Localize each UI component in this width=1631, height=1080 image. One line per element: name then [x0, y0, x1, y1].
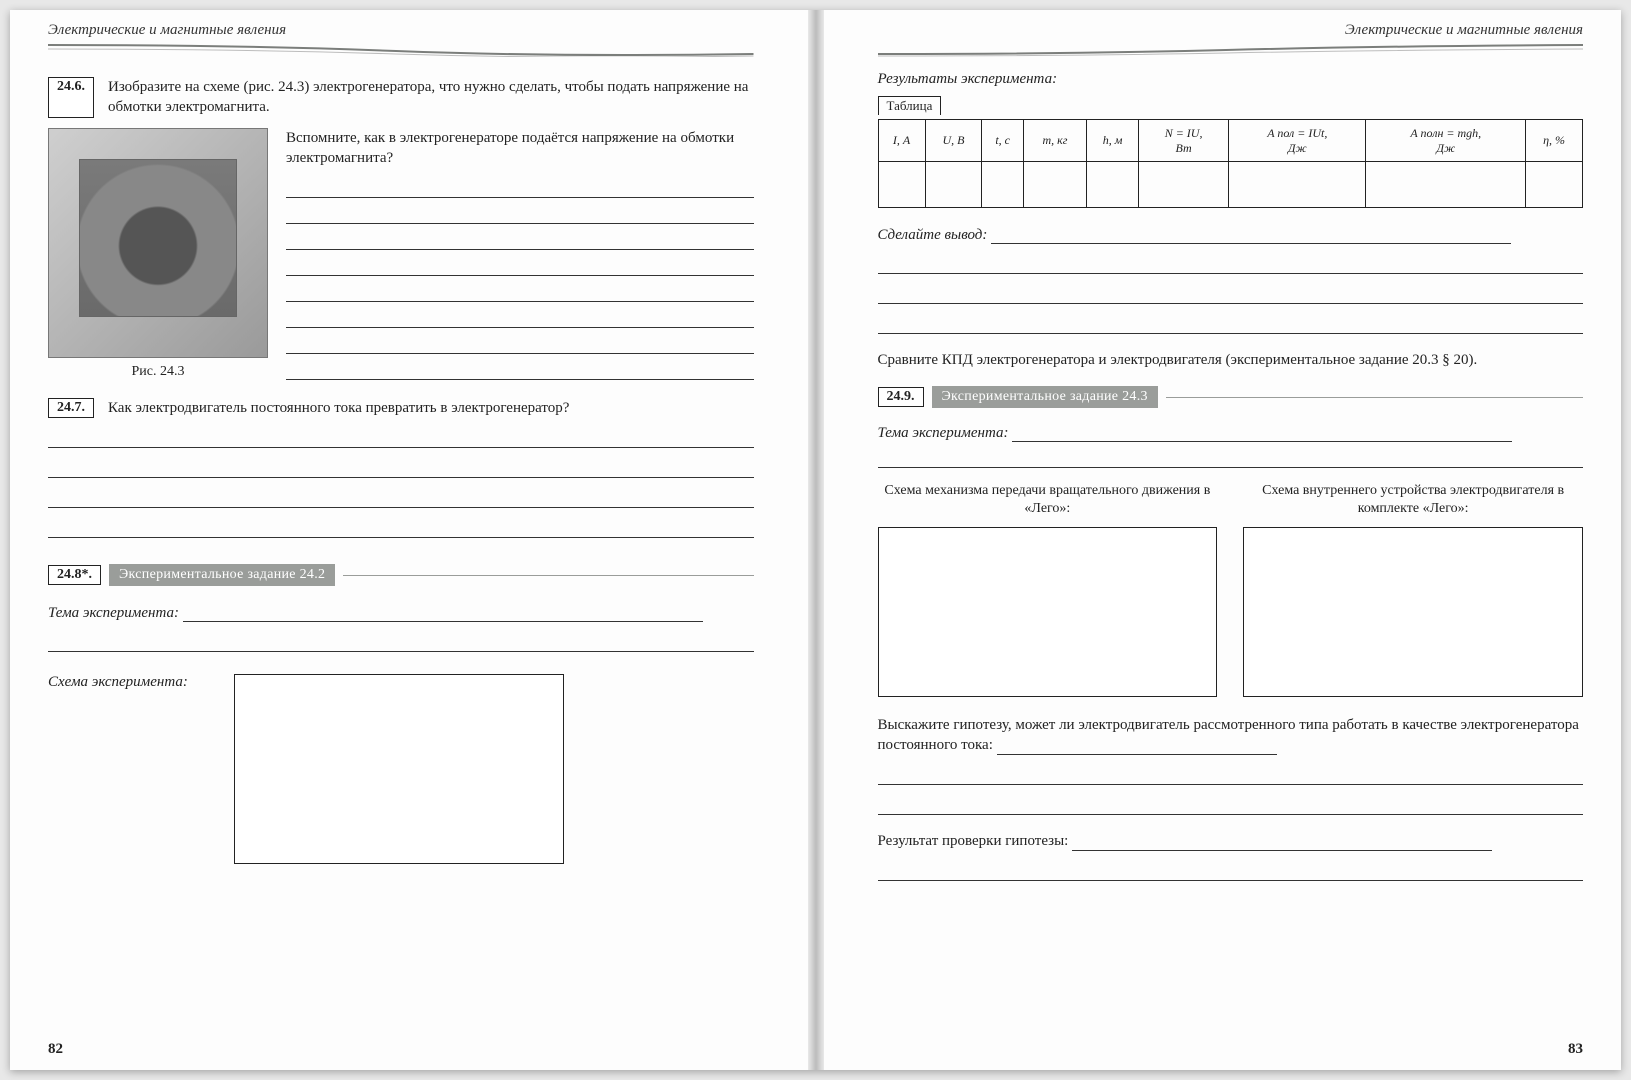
task-24-8-scheme: Схема эксперимента:	[48, 674, 754, 864]
hypothesis-fill[interactable]	[997, 739, 1277, 755]
blank-line[interactable]	[286, 172, 754, 198]
task-24-6-lines: Вспомните, как в электрогенераторе подаё…	[286, 128, 754, 381]
blank-line[interactable]	[878, 755, 1584, 785]
page-number-left: 82	[48, 1041, 63, 1058]
table-data-cell[interactable]	[1139, 162, 1229, 208]
table-data-cell[interactable]	[1023, 162, 1086, 208]
scheme-caption-right: Схема внутреннего устройства электродвиг…	[1243, 482, 1583, 518]
table-header-cell: t, с	[982, 120, 1023, 162]
table-header-cell: h, м	[1087, 120, 1139, 162]
table-data-cell[interactable]	[1229, 162, 1366, 208]
task-num-24-7: 24.7.	[48, 398, 94, 418]
theme-label: Тема эксперимента:	[878, 425, 1009, 441]
results-table-wrap: Таблица I, АU, Вt, сm, кгh, мN = IU,ВтA …	[878, 96, 1584, 208]
table-data-cell[interactable]	[1526, 162, 1583, 208]
section-rule	[1166, 397, 1583, 398]
blank-line[interactable]	[286, 198, 754, 224]
running-head-right: Электрические и магнитные явления	[878, 20, 1584, 43]
task-num-24-8: 24.8*.	[48, 565, 101, 585]
table-data-row[interactable]	[878, 162, 1583, 208]
table-header-cell: I, А	[878, 120, 925, 162]
running-head-left: Электрические и магнитные явления	[48, 20, 754, 43]
blank-line[interactable]	[878, 274, 1584, 304]
table-header-row: I, АU, Вt, сm, кгh, мN = IU,ВтA пол = IU…	[878, 120, 1583, 162]
two-schemes-boxes	[878, 527, 1584, 697]
task-24-6: 24.6. Изобразите на схеме (рис. 24.3) эл…	[48, 77, 754, 118]
result-check: Результат проверки гипотезы:	[878, 831, 1584, 851]
blank-line[interactable]	[878, 785, 1584, 815]
task-num-24-9: 24.9.	[878, 387, 924, 407]
section-bar-24-2: Экспериментальное задание 24.2	[109, 564, 335, 586]
table-data-cell[interactable]	[1087, 162, 1139, 208]
figure-24-3-photo	[48, 128, 268, 358]
result-label: Результат проверки гипотезы:	[878, 833, 1069, 849]
conclusion-label: Сделайте вывод:	[878, 227, 988, 243]
task-num-24-6: 24.6.	[48, 77, 94, 118]
scheme-caption-left: Схема механизма передачи вращательного д…	[878, 482, 1218, 518]
blank-line[interactable]	[48, 478, 754, 508]
scheme-label: Схема эксперимента:	[48, 674, 218, 691]
blank-line[interactable]	[286, 250, 754, 276]
blank-line[interactable]	[878, 244, 1584, 274]
page-number-right: 83	[1568, 1041, 1583, 1058]
header-rule-left	[48, 43, 754, 57]
theme-fill[interactable]	[183, 606, 703, 622]
task-24-6-hint: Вспомните, как в электрогенераторе подаё…	[286, 128, 754, 169]
result-fill[interactable]	[1072, 835, 1492, 851]
conclusion-fill[interactable]	[991, 228, 1511, 244]
blank-line[interactable]	[286, 224, 754, 250]
blank-line[interactable]	[48, 508, 754, 538]
table-data-cell[interactable]	[982, 162, 1023, 208]
blank-line[interactable]	[878, 442, 1584, 468]
table-caption: Таблица	[878, 96, 942, 115]
figure-24-3-caption: Рис. 24.3	[48, 364, 268, 380]
task-24-6-body: Рис. 24.3 Вспомните, как в электрогенера…	[48, 128, 754, 381]
table-header-cell: A полн = mgh,Дж	[1366, 120, 1526, 162]
header-rule-right	[878, 43, 1584, 57]
task-24-9: 24.9. Экспериментальное задание 24.3	[878, 386, 1584, 408]
scheme-box-24-8[interactable]	[234, 674, 564, 864]
theme-label: Тема эксперимента:	[48, 605, 179, 621]
blank-line[interactable]	[286, 276, 754, 302]
theme-fill[interactable]	[1012, 426, 1512, 442]
blank-line[interactable]	[878, 304, 1584, 334]
task-24-8-theme: Тема эксперимента:	[48, 604, 754, 622]
conclusion: Сделайте вывод:	[878, 226, 1584, 244]
two-schemes-captions: Схема механизма передачи вращательного д…	[878, 482, 1584, 518]
blank-line[interactable]	[286, 354, 754, 380]
blank-line[interactable]	[878, 851, 1584, 881]
figure-24-3-wrap: Рис. 24.3	[48, 128, 268, 381]
table-data-cell[interactable]	[878, 162, 925, 208]
blank-line[interactable]	[48, 622, 754, 652]
table-data-cell[interactable]	[925, 162, 982, 208]
blank-line[interactable]	[286, 302, 754, 328]
table-header-cell: A пол = IUt,Дж	[1229, 120, 1366, 162]
table-header-cell: η, %	[1526, 120, 1583, 162]
blank-line[interactable]	[48, 418, 754, 448]
results-table: I, АU, Вt, сm, кгh, мN = IU,ВтA пол = IU…	[878, 119, 1584, 208]
book-spine	[808, 10, 824, 1070]
task-24-8: 24.8*. Экспериментальное задание 24.2	[48, 564, 754, 586]
blank-line[interactable]	[286, 328, 754, 354]
task-24-7: 24.7. Как электродвигатель постоянного т…	[48, 398, 754, 418]
page-left: Электрические и магнитные явления 24.6. …	[10, 10, 810, 1070]
results-label: Результаты эксперимента:	[878, 71, 1584, 88]
section-rule	[343, 575, 753, 576]
hypothesis-block: Выскажите гипотезу, может ли электродвиг…	[878, 715, 1584, 756]
table-header-cell: U, В	[925, 120, 982, 162]
scheme-box-lego-mech[interactable]	[878, 527, 1218, 697]
section-bar-24-3: Экспериментальное задание 24.3	[932, 386, 1158, 408]
table-header-cell: m, кг	[1023, 120, 1086, 162]
table-data-cell[interactable]	[1366, 162, 1526, 208]
task-text-24-7: Как электродвигатель постоянного тока пр…	[108, 398, 569, 418]
scheme-box-lego-motor[interactable]	[1243, 527, 1583, 697]
compare-text: Сравните КПД электрогенератора и электро…	[878, 350, 1584, 370]
task-text-24-6: Изобразите на схеме (рис. 24.3) электрог…	[108, 77, 754, 118]
task-24-9-theme: Тема эксперимента:	[878, 424, 1584, 442]
blank-line[interactable]	[48, 448, 754, 478]
table-header-cell: N = IU,Вт	[1139, 120, 1229, 162]
page-right: Электрические и магнитные явления Резуль…	[822, 10, 1622, 1070]
book-spread: Электрические и магнитные явления 24.6. …	[10, 10, 1621, 1070]
